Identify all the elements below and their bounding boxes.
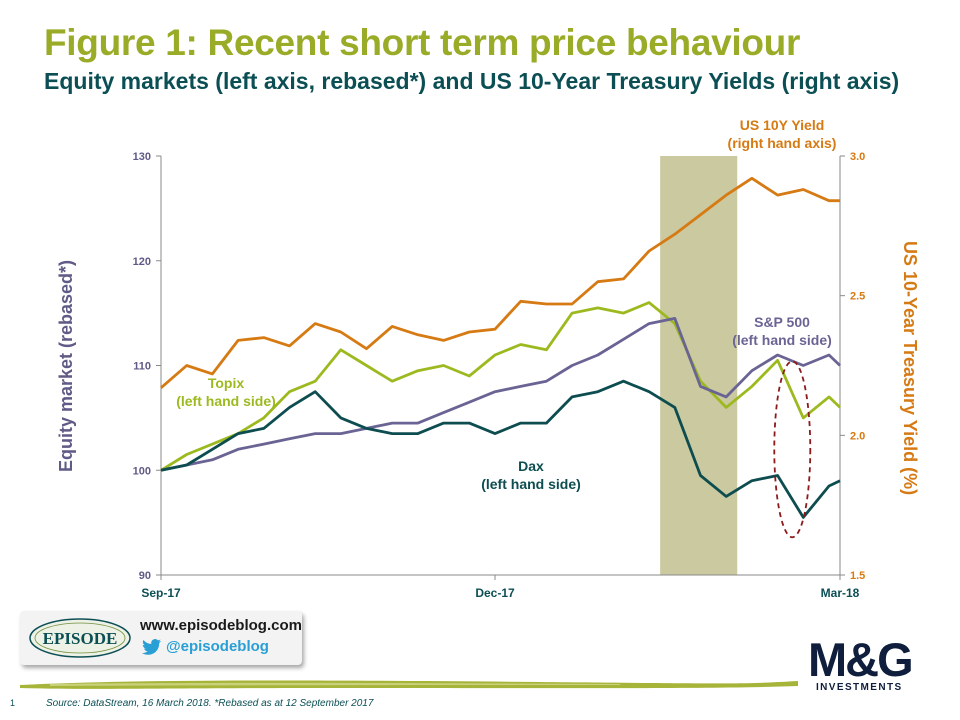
series-lines <box>160 176 841 519</box>
figure-title: Figure 1: Recent short term price behavi… <box>44 22 801 63</box>
series-line-yield <box>160 176 840 389</box>
figure-subtitle: Equity markets (left axis, rebased*) and… <box>44 68 900 94</box>
annotation-dax: (left hand side) <box>481 476 581 492</box>
left-tick-label: 100 <box>133 465 151 477</box>
series-line-topix <box>160 301 841 472</box>
episode-brand-box: EPISODE www.episodeblog.com @episodeblog <box>20 611 302 665</box>
x-tick-label: Sep-17 <box>141 586 181 600</box>
right-tick-label: 1.5 <box>850 570 865 582</box>
episode-logo: EPISODE <box>29 618 131 658</box>
series-annotations: US 10Y Yield (right hand axis) Topix (left … <box>176 117 836 492</box>
axes <box>160 156 841 576</box>
annotation-topix: Topix <box>208 375 245 391</box>
x-tick-label: Dec-17 <box>475 586 515 600</box>
right-tick-label: 2.5 <box>850 291 865 303</box>
series-line-sp500 <box>160 316 841 472</box>
shaded-period <box>660 156 738 575</box>
x-tick-label: Mar-18 <box>821 586 860 600</box>
annotation-yield: (right hand axis) <box>728 135 837 151</box>
website-link[interactable]: www.episodeblog.com <box>140 617 302 634</box>
twitter-handle[interactable]: @episodeblog <box>166 638 269 655</box>
source-note: Source: DataStream, 16 March 2018. *Reba… <box>46 698 374 709</box>
highlight-ellipse <box>773 360 812 539</box>
right-tick-label: 3.0 <box>850 151 865 163</box>
annotation-dax: Dax <box>518 458 544 474</box>
left-tick-label: 120 <box>133 256 151 268</box>
right-tick-label: 2.0 <box>850 430 865 442</box>
mg-logo: M&G <box>808 633 914 686</box>
annotation-sp500: S&P 500 <box>754 314 810 330</box>
price-chart: 90 100 110 120 130 1.5 2.0 2.5 3.0 Sep-17 Dec-17 Ma… <box>56 117 920 600</box>
twitter-icon[interactable] <box>142 638 162 656</box>
decorative-brush-stroke <box>20 680 798 689</box>
left-tick-label: 110 <box>133 361 151 373</box>
page-number: 1 <box>10 698 16 708</box>
tick-labels: 90 100 110 120 130 1.5 2.0 2.5 3.0 Sep-17 Dec-17 Ma… <box>133 151 866 600</box>
left-tick-label: 130 <box>133 151 151 163</box>
right-axis-title: US 10-Year Treasury Yield (%) <box>900 241 920 495</box>
episode-logo-text: EPISODE <box>43 629 118 648</box>
annotation-sp500: (left hand side) <box>732 332 832 348</box>
left-axis-title: Equity market (rebased*) <box>56 260 76 472</box>
series-line-dax <box>160 379 841 519</box>
annotation-topix: (left hand side) <box>176 393 276 409</box>
annotation-yield: US 10Y Yield <box>740 117 825 133</box>
mg-logo-subtext: INVESTMENTS <box>816 682 903 693</box>
left-tick-label: 90 <box>139 570 151 582</box>
